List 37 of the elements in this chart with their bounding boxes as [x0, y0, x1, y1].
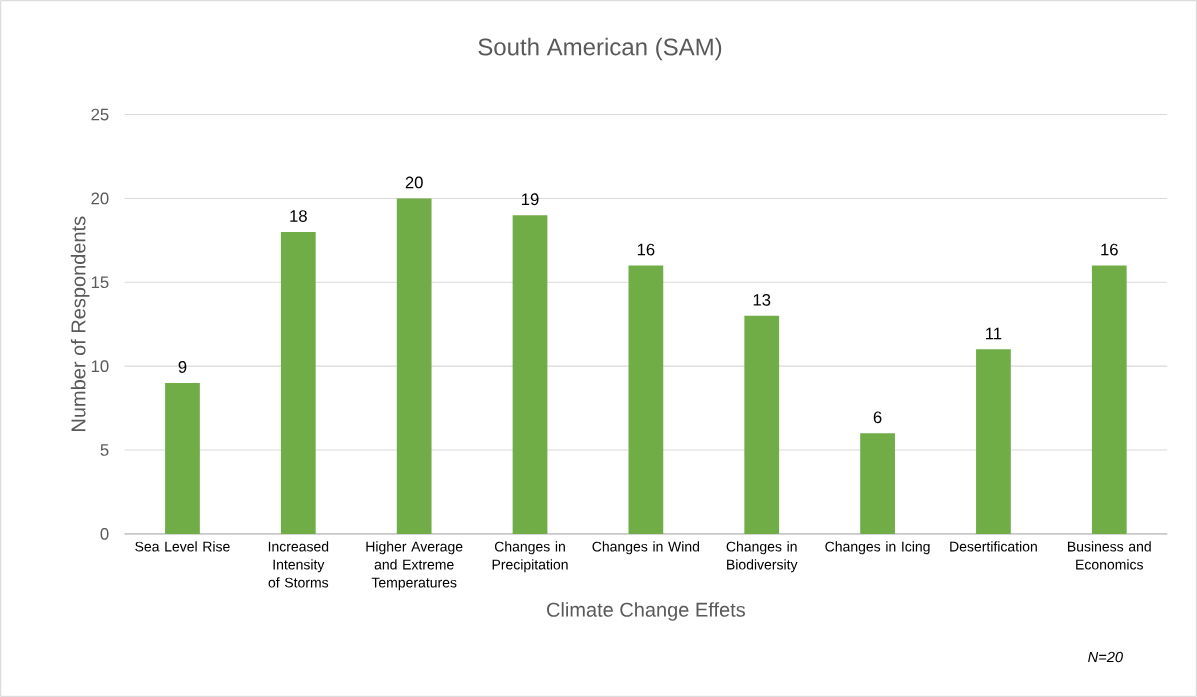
y-tick-label: 25 — [91, 108, 109, 121]
text: N=20 — [1088, 651, 1123, 663]
x-tick-label: Higher Average and Extreme Temperatures — [366, 541, 463, 591]
bar — [396, 198, 432, 534]
data-label: 18 — [290, 210, 307, 222]
y-tick-label: 10 — [91, 360, 109, 373]
bar — [628, 265, 664, 534]
data-label: 9 — [178, 361, 187, 373]
data-label: 11 — [986, 327, 1002, 340]
data-label: 19 — [522, 193, 539, 206]
y-tick-label: 20 — [91, 192, 109, 205]
y-tick-label: 0 — [100, 527, 109, 540]
bar — [744, 315, 780, 534]
data-label: 20 — [405, 176, 423, 189]
data-label: 16 — [637, 243, 655, 256]
x-tick-label: Business and Economics — [1068, 541, 1151, 570]
bar — [860, 433, 895, 534]
bar — [165, 382, 200, 534]
bar — [1091, 265, 1127, 534]
chart-title: South American (SAM) — [478, 37, 722, 61]
x-tick-label: Increased Intensity of Storms — [268, 541, 329, 588]
bar — [280, 231, 316, 534]
x-tick-label: Sea Level Rise — [135, 541, 230, 552]
y-tick-label: 15 — [91, 276, 109, 289]
x-tick-label: Changes in Biodiversity — [726, 541, 798, 573]
x-tick-label: Changes in Wind — [592, 541, 700, 555]
bar — [512, 215, 548, 534]
bar — [976, 349, 1011, 534]
x-axis-title: Climate Change Effets — [547, 602, 745, 621]
data-label: 6 — [873, 411, 882, 424]
data-label: 16 — [1101, 243, 1118, 256]
y-axis-title: Number of Respondents — [70, 216, 90, 431]
x-tick-label: Changes in Icing — [825, 541, 930, 555]
y-tick-label: 5 — [100, 444, 109, 456]
x-tick-label: Desertification — [950, 541, 1037, 552]
data-label: 13 — [753, 293, 771, 306]
x-tick-label: Changes in Precipitation — [492, 541, 568, 573]
